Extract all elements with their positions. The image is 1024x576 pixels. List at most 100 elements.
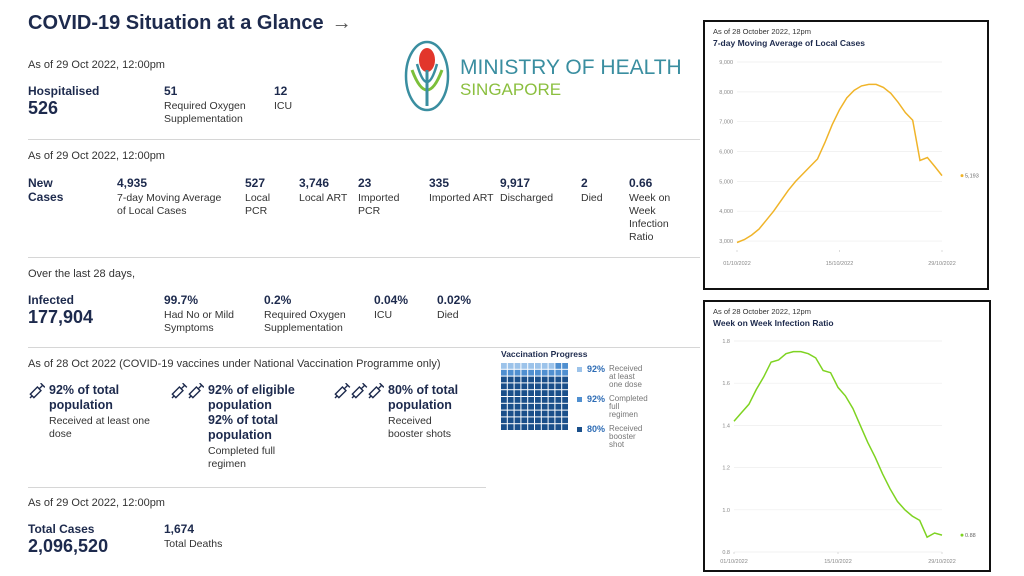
waffle-cell [514, 376, 521, 383]
syringe-needle [188, 395, 192, 399]
stat: 0.02% Died [437, 293, 492, 322]
y-tick-label: 0.8 [722, 550, 730, 556]
waffle-cell [514, 369, 521, 376]
date: As of 29 Oct 2022, 12:00pm [28, 150, 165, 162]
stat: Hospitalised 526 [28, 84, 99, 119]
waffle-cell [507, 397, 514, 403]
syringe-handle [345, 383, 351, 388]
waffle-cell [548, 424, 555, 430]
waffle-cell [528, 390, 534, 396]
waffle-cell [555, 376, 562, 383]
waffle-cell [562, 376, 568, 383]
waffle-cell [514, 410, 521, 417]
waffle-cell [535, 376, 541, 383]
x-tick-label: 29/10/2022 [928, 559, 956, 565]
waffle-cell [555, 383, 562, 390]
end-label: 0.88 [965, 533, 976, 539]
waffle-cell [562, 369, 568, 376]
date: As of 29 Oct 2022, 12:00pm [28, 497, 165, 509]
waffle-cell [501, 424, 507, 430]
progress-label: Received at least one dose [609, 364, 643, 389]
waffle-cell [562, 424, 568, 430]
stat-label: Total Cases [28, 522, 95, 536]
progress-row: 80% Received booster shot [577, 425, 657, 449]
x-tick-label: 01/10/2022 [720, 559, 748, 565]
waffle-cell [521, 390, 528, 396]
progress-value: 92% [587, 394, 606, 404]
stat-label: Infected [28, 293, 75, 307]
waffle-cell [555, 390, 562, 396]
chart: As of 28 October 2022, 12pm 7-day Moving … [713, 27, 979, 267]
stat-value: 1,674 [164, 522, 195, 536]
waffle-cell [528, 369, 534, 376]
syringe-needle [334, 395, 338, 399]
waffle-cell [521, 363, 528, 369]
stat-label: Required Oxygen Supplementation [164, 100, 246, 125]
y-tick-label: 1.2 [722, 466, 730, 472]
stat-label: 7-day Moving Average of Local Cases [117, 192, 222, 217]
date: As of 28 Oct 2022 (COVID-19 vaccines und… [28, 358, 441, 370]
waffle-cell [528, 403, 534, 410]
page-title[interactable]: COVID-19 Situation at a Glance → [28, 12, 352, 35]
chart-subtitle: As of 28 October 2022, 12pm [713, 27, 811, 36]
syringe [29, 383, 45, 399]
waffle-cell [528, 363, 534, 369]
waffle-cell [562, 397, 568, 403]
stat-label: Total Deaths [164, 538, 223, 550]
stat: Infected 177,904 [28, 293, 93, 328]
vaccine-headline: 92% of total population [49, 383, 120, 412]
vaccine-text: 92% of total population Received at least… [49, 383, 155, 441]
waffle-cell [507, 376, 514, 383]
stat-value: 527 [245, 176, 266, 190]
waffle-cell [507, 410, 514, 417]
title-text: COVID-19 Situation at a Glance [28, 12, 324, 34]
moh-logo: MINISTRY OF HEALTH SINGAPORE [404, 40, 682, 112]
stat: 527 Local PCR [245, 176, 295, 218]
waffle-cell [548, 397, 555, 403]
stat-label: ICU [274, 100, 293, 112]
waffle-cell [555, 369, 562, 376]
date: Over the last 28 days, [28, 268, 135, 280]
waffle-cell [541, 424, 548, 430]
waffle-cell [501, 403, 507, 410]
waffle-cell [535, 369, 541, 376]
chart: As of 28 October 2022, 12pm Week on Week … [713, 307, 976, 565]
stat-label: Had No or Mild Symptoms [164, 309, 235, 334]
logo-line1: MINISTRY OF HEALTH [460, 56, 682, 79]
logo-line2: SINGAPORE [460, 80, 561, 99]
waffle-cell [548, 363, 555, 369]
syringe-handle [362, 383, 368, 388]
stat-value: 2,096,520 [28, 536, 109, 556]
x-tick-label: 29/10/2022 [928, 261, 956, 267]
waffle-cell [521, 369, 528, 376]
title-arrow: → [331, 12, 352, 34]
y-tick-label: 8,000 [719, 90, 733, 96]
waffle-cell [548, 376, 555, 383]
y-tick-label: 3,000 [719, 239, 733, 245]
y-tick-label: 1.6 [722, 381, 730, 387]
syringe [351, 383, 368, 399]
stat-value: 3,746 [299, 176, 330, 190]
stat: 2 Died [581, 176, 621, 205]
waffle-cell [507, 424, 514, 430]
end-label: 5,193 [965, 174, 979, 180]
waffle-cell [548, 383, 555, 390]
waffle-cell [514, 363, 521, 369]
waffle-cell [548, 390, 555, 396]
y-tick-label: 1.4 [722, 423, 730, 429]
stat: 0.2% Required Oxygen Supplementation [264, 293, 364, 335]
vaccine-stat: 92% of eligible population 92% of total … [170, 383, 299, 471]
waffle-cell [541, 410, 548, 417]
stat-value: 0.2% [264, 293, 292, 307]
waffle-cell [521, 424, 528, 430]
vaccine-text: 80% of total population Received booster … [388, 383, 464, 441]
stat-label: Local ART [299, 192, 348, 204]
syringe-needle [368, 395, 372, 399]
stat: 4,935 7-day Moving Average of Local Cases [117, 176, 227, 218]
waffle-cell [501, 376, 507, 383]
waffle [501, 363, 568, 430]
waffle-cell [562, 383, 568, 390]
progress-value: 92% [587, 364, 606, 374]
stat: 3,746 Local ART [299, 176, 354, 205]
